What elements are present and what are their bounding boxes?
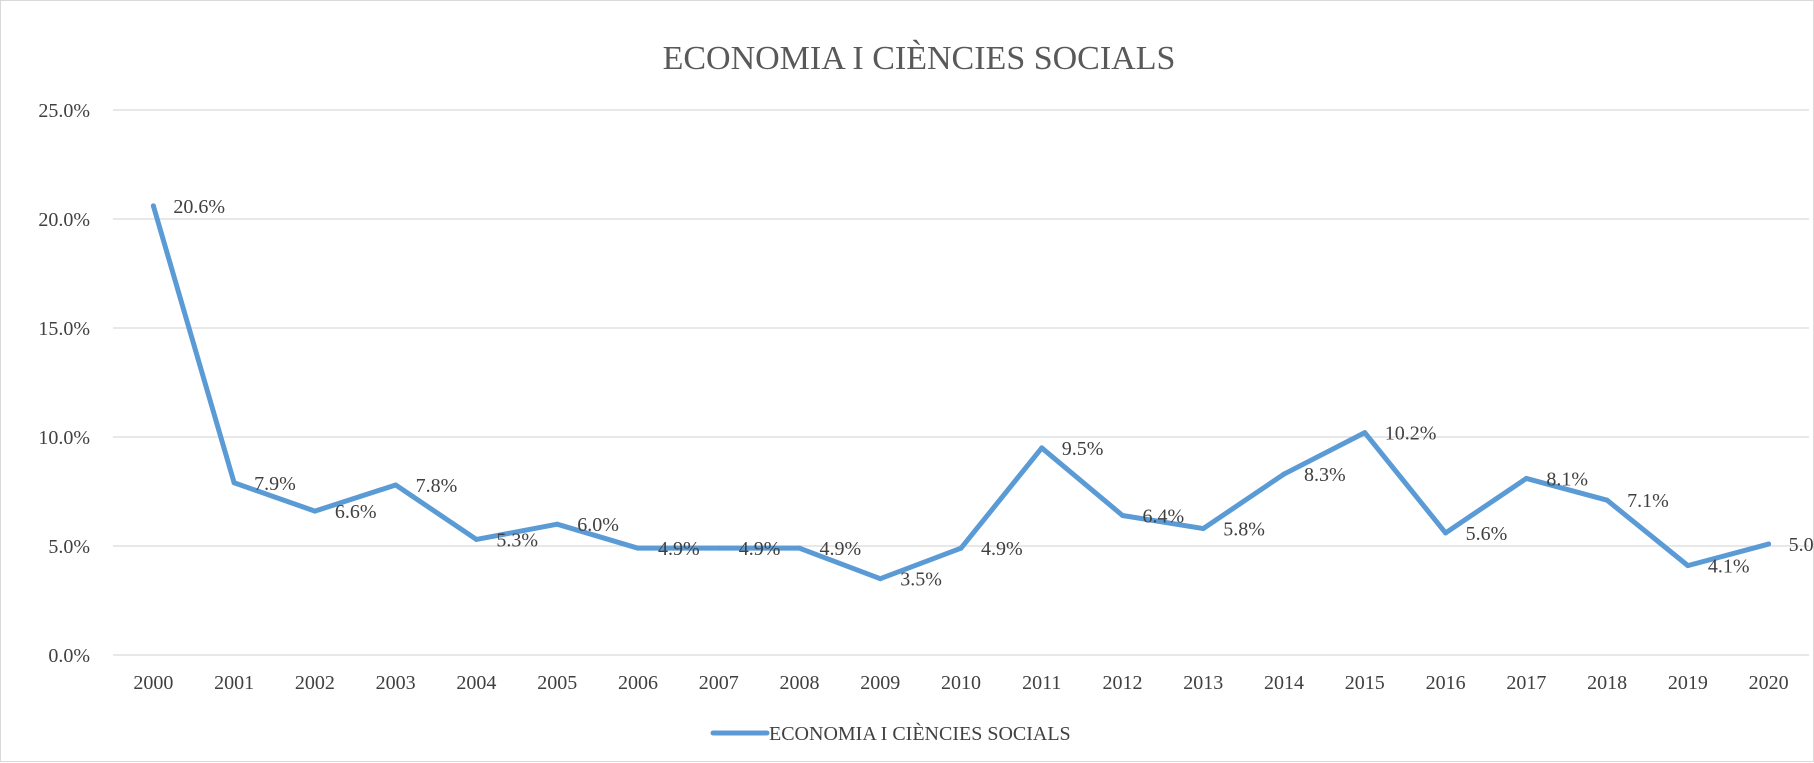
- data-point: [716, 545, 722, 551]
- data-label: 9.5%: [1062, 438, 1104, 460]
- x-tick-label: 2008: [779, 672, 819, 694]
- series-line: [150, 203, 1772, 582]
- data-point: [1443, 530, 1449, 536]
- x-tick-label: 2007: [699, 672, 739, 694]
- data-label: 5.8%: [1223, 519, 1265, 541]
- x-tick-label: 2003: [376, 672, 416, 694]
- x-tick-label: 2016: [1426, 672, 1466, 694]
- y-tick-label: 0.0%: [48, 645, 90, 667]
- data-point: [1362, 430, 1368, 436]
- data-label: 5.3%: [496, 529, 538, 551]
- data-point: [635, 545, 641, 551]
- data-point: [1281, 471, 1287, 477]
- data-point: [554, 521, 560, 527]
- data-label: 20.6%: [173, 196, 225, 218]
- x-tick-label: 2012: [1103, 672, 1143, 694]
- data-label: 6.0%: [577, 514, 619, 536]
- data-label: 8.1%: [1546, 468, 1588, 490]
- data-label: 10.2%: [1385, 423, 1437, 445]
- y-tick-label: 15.0%: [38, 318, 90, 340]
- data-point: [150, 203, 156, 209]
- chart-title: ECONOMIA I CIÈNCIES SOCIALS: [663, 40, 1176, 77]
- gridlines: [113, 109, 1809, 656]
- data-label: 5.09%: [1789, 534, 1814, 556]
- data-label: 4.9%: [819, 538, 861, 560]
- y-tick-label: 5.0%: [48, 536, 90, 558]
- data-point: [958, 545, 964, 551]
- data-label: 4.9%: [658, 538, 700, 560]
- data-label: 6.4%: [1143, 505, 1185, 527]
- data-label: 3.5%: [900, 569, 942, 591]
- x-tick-label: 2009: [860, 672, 900, 694]
- data-label: 7.9%: [254, 473, 296, 495]
- data-point: [877, 576, 883, 582]
- data-label: 8.3%: [1304, 464, 1346, 486]
- data-point: [1523, 475, 1529, 481]
- data-label: 7.8%: [416, 475, 458, 497]
- x-tick-label: 2010: [941, 672, 981, 694]
- x-axis-ticks: 2000 2001 2002 2003 2004 2005 2006 2007 2008 2009…: [133, 672, 1788, 694]
- data-label: 4.9%: [739, 538, 781, 560]
- data-point: [1766, 541, 1772, 547]
- data-point: [231, 480, 237, 486]
- x-tick-label: 2005: [537, 672, 577, 694]
- data-label: 7.1%: [1627, 490, 1669, 512]
- y-tick-label: 20.0%: [38, 209, 90, 231]
- x-tick-label: 2017: [1506, 672, 1546, 694]
- y-tick-label: 10.0%: [38, 427, 90, 449]
- data-point: [1200, 526, 1206, 532]
- x-tick-label: 2014: [1264, 672, 1304, 694]
- data-label: 5.6%: [1466, 523, 1508, 545]
- data-labels: 20.6% 7.9% 6.6% 7.8% 5.3% 6.0% 4.9% 4.9% 4.9% 3.5…: [173, 196, 1814, 591]
- data-point: [1039, 445, 1045, 451]
- x-tick-label: 2015: [1345, 672, 1385, 694]
- legend: ECONOMIA I CIÈNCIES SOCIALS: [710, 722, 1071, 745]
- legend-label: ECONOMIA I CIÈNCIES SOCIALS: [769, 722, 1071, 745]
- x-tick-label: 2001: [214, 672, 254, 694]
- x-tick-label: 2011: [1022, 672, 1061, 694]
- y-tick-label: 25.0%: [38, 100, 90, 122]
- x-tick-label: 2004: [456, 672, 496, 694]
- x-tick-label: 2000: [133, 672, 173, 694]
- data-label: 6.6%: [335, 501, 377, 523]
- x-tick-label: 2006: [618, 672, 658, 694]
- data-point: [473, 536, 479, 542]
- data-point: [1685, 563, 1691, 569]
- data-label: 4.9%: [981, 538, 1023, 560]
- data-point: [312, 508, 318, 514]
- data-point: [1120, 512, 1126, 518]
- y-axis-ticks: 0.0% 5.0% 10.0% 15.0% 20.0% 25.0%: [38, 100, 90, 667]
- series-layer: [150, 203, 1772, 582]
- data-point: [796, 545, 802, 551]
- x-tick-label: 2020: [1749, 672, 1789, 694]
- x-tick-label: 2013: [1183, 672, 1223, 694]
- data-label: 4.1%: [1708, 556, 1750, 578]
- data-point: [1604, 497, 1610, 503]
- x-tick-label: 2002: [295, 672, 335, 694]
- data-point: [393, 482, 399, 488]
- x-tick-label: 2018: [1587, 672, 1627, 694]
- x-tick-label: 2019: [1668, 672, 1708, 694]
